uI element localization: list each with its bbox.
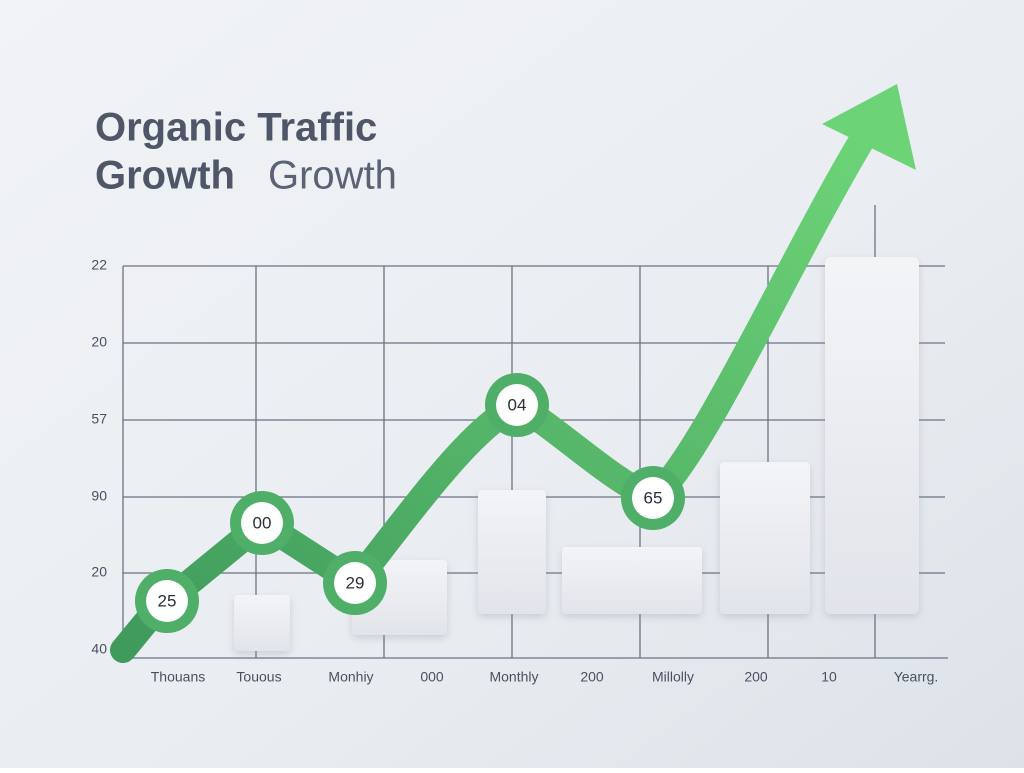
arrow-head: [822, 84, 916, 170]
point: [632, 477, 674, 519]
point: [334, 562, 376, 604]
x-label: Millolly: [652, 669, 694, 685]
y-label: 90: [91, 488, 107, 504]
point: [241, 502, 283, 544]
y-label: 57: [91, 411, 107, 427]
x-label: 200: [744, 669, 768, 685]
y-label: 22: [91, 257, 107, 273]
bars: [234, 257, 919, 651]
point-label: 04: [508, 395, 527, 414]
point: [496, 384, 538, 426]
x-label: Thouans: [151, 669, 205, 685]
point-label: 00: [253, 513, 272, 532]
x-label: 000: [420, 669, 444, 685]
x-label: 200: [580, 669, 604, 685]
x-label: Monhiy: [328, 669, 373, 685]
y-label: 40: [91, 641, 107, 657]
x-label: Yearrg.: [894, 669, 939, 685]
x-label: Touous: [236, 669, 281, 685]
title-line1: Organic Traffic: [95, 106, 377, 150]
title-light: Growth: [268, 154, 397, 198]
y-label: 20: [91, 334, 107, 350]
point-label: 25: [158, 591, 177, 610]
title-bold: Growth: [95, 154, 235, 198]
x-label: Monthly: [489, 669, 538, 685]
x-label: 10: [821, 669, 837, 685]
y-label: 20: [91, 564, 107, 580]
point-label: 29: [346, 573, 365, 592]
point-label: 65: [644, 488, 663, 507]
point: [146, 580, 188, 622]
